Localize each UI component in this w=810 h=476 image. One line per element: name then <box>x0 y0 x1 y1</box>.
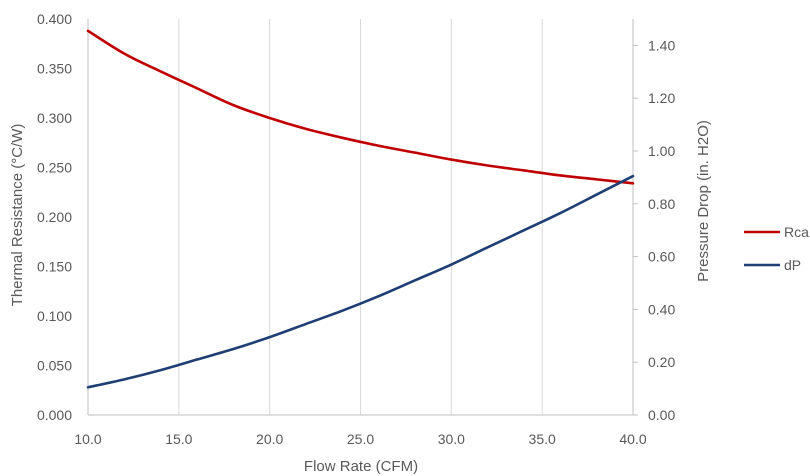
x-tick-label: 30.0 <box>438 431 465 447</box>
x-tick-label: 15.0 <box>165 431 192 447</box>
right-y-tick-label: 1.20 <box>648 90 675 106</box>
legend-label-rca: Rca <box>784 224 809 240</box>
left-y-tick-label: 0.000 <box>37 407 72 423</box>
legend-label-dp: dP <box>784 257 801 273</box>
legend: Rca dP <box>744 224 809 273</box>
right-y-axis-ticks: 0.00 0.20 0.40 0.60 0.80 1.00 1.20 1.40 <box>633 37 675 423</box>
left-y-axis-label: Thermal Resistance (°C/W) <box>9 124 26 307</box>
left-y-tick-label: 0.400 <box>37 11 72 27</box>
right-y-tick-label: 1.00 <box>648 143 675 159</box>
x-tick-label: 20.0 <box>256 431 283 447</box>
x-tick-label: 40.0 <box>619 431 646 447</box>
right-y-tick-label: 0.20 <box>648 354 675 370</box>
x-axis-ticks: 10.0 15.0 20.0 25.0 30.0 35.0 40.0 <box>74 431 646 447</box>
right-y-axis-label: Pressure Drop (in. H2O) <box>695 120 712 282</box>
series-lines <box>86 29 635 389</box>
left-y-axis-ticks: 0.000 0.050 0.100 0.150 0.200 0.250 0.300 0.350… <box>37 11 72 423</box>
right-y-tick-label: 0.60 <box>648 249 675 265</box>
left-y-tick-label: 0.150 <box>37 259 72 275</box>
left-y-tick-label: 0.050 <box>37 358 72 374</box>
x-tick-label: 35.0 <box>529 431 556 447</box>
right-y-tick-label: 0.80 <box>648 196 675 212</box>
x-axis-label: Flow Rate (CFM) <box>304 458 418 475</box>
right-y-tick-label: 0.40 <box>648 301 675 317</box>
x-tick-label: 10.0 <box>74 431 101 447</box>
left-y-tick-label: 0.300 <box>37 110 72 126</box>
right-y-tick-label: 1.40 <box>648 37 675 53</box>
series-line-dp <box>86 174 635 389</box>
left-y-tick-label: 0.250 <box>37 160 72 176</box>
x-tick-label: 25.0 <box>347 431 374 447</box>
series-line-rca <box>86 29 635 185</box>
right-y-tick-label: 0.00 <box>648 407 675 423</box>
axes <box>87 19 634 416</box>
left-y-tick-label: 0.200 <box>37 209 72 225</box>
left-y-tick-label: 0.100 <box>37 308 72 324</box>
gridlines <box>178 19 543 415</box>
left-y-tick-label: 0.350 <box>37 61 72 77</box>
